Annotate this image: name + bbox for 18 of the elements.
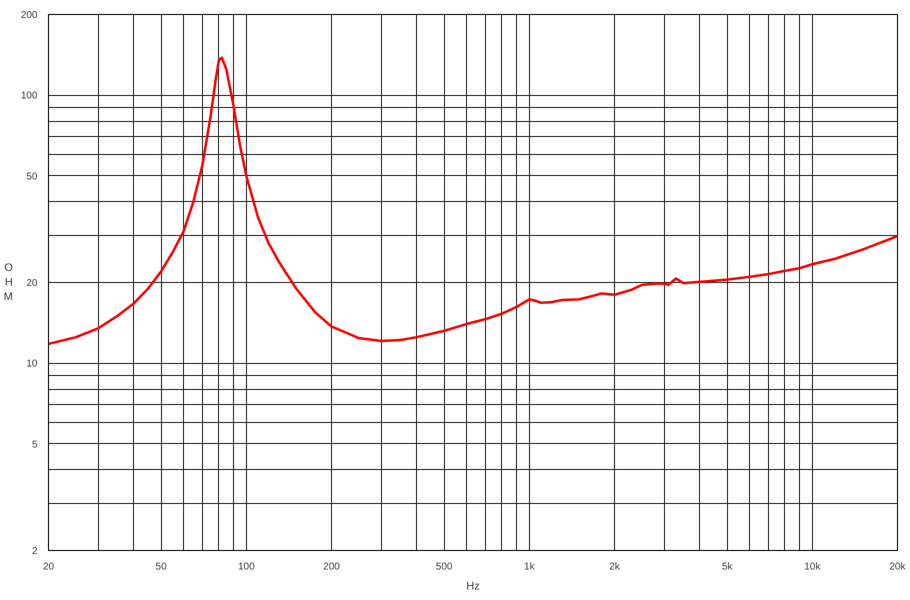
x-tick-label: 100	[238, 562, 256, 572]
x-axis-title: Hz	[466, 580, 480, 592]
x-tick-label: 20	[42, 562, 54, 572]
y-tick-label: 5	[32, 439, 38, 450]
x-tick-label: 5k	[722, 562, 734, 572]
y-tick-label: 2	[32, 546, 38, 557]
y-axis-title: OHM	[4, 262, 14, 303]
x-tick-label: 1k	[524, 562, 536, 572]
y-tick-label: 50	[26, 171, 38, 182]
x-tick-label: 50	[156, 562, 168, 572]
y-tick-label: 20	[26, 278, 38, 289]
x-tick-label: 2k	[609, 562, 621, 572]
x-tick-label: 200	[323, 562, 340, 572]
y-tick-label: 100	[20, 90, 38, 102]
x-tick-label: 500	[436, 562, 453, 572]
y-tick-label: 200	[20, 10, 38, 21]
y-tick-label: 10	[26, 358, 38, 370]
x-tick-label: 10k	[804, 562, 822, 572]
